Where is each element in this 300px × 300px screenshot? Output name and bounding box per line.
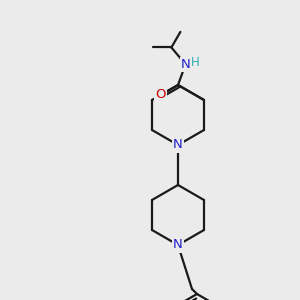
Text: O: O xyxy=(155,88,166,101)
Text: N: N xyxy=(181,58,190,71)
Text: H: H xyxy=(191,56,200,69)
Text: N: N xyxy=(173,139,183,152)
Text: N: N xyxy=(173,238,183,251)
